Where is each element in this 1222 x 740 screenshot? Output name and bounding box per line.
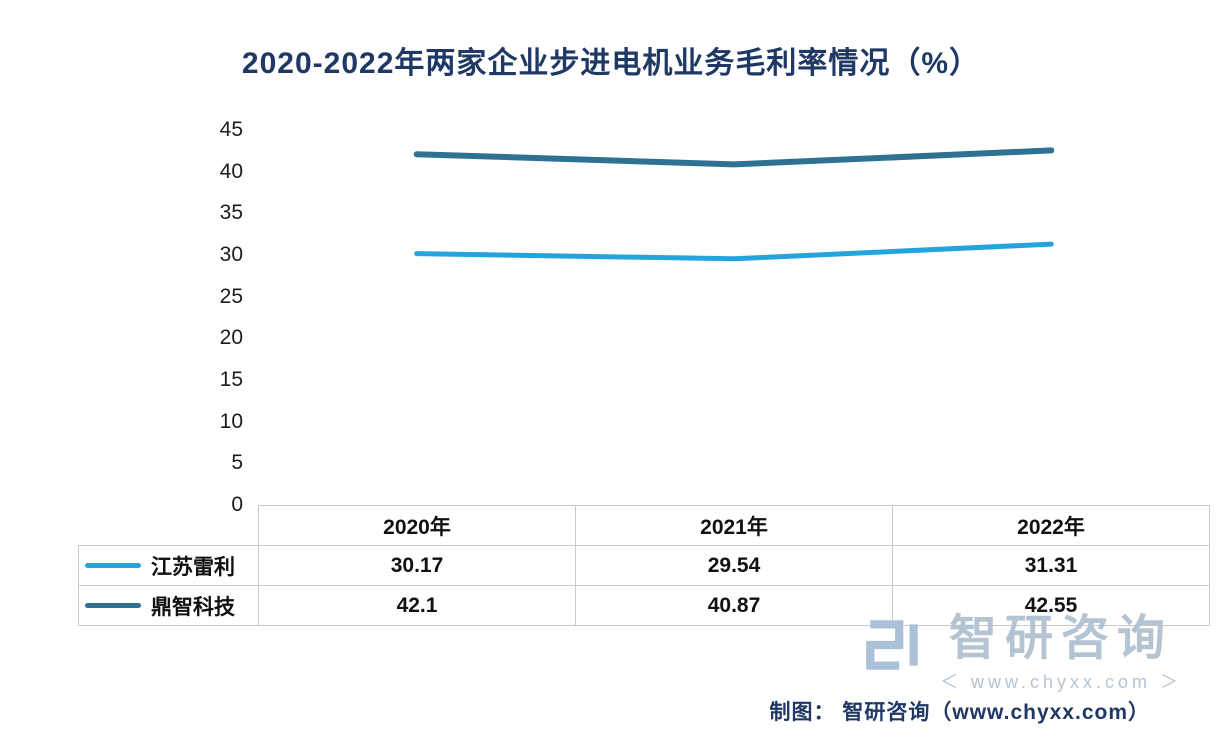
chart-credit: 制图： 智研咨询（www.chyxx.com） (769, 701, 1150, 724)
column-header-2021: 2021年 (575, 505, 893, 546)
chart-title: 2020-2022年两家企业步进电机业务毛利率情况（%） (241, 47, 981, 80)
table-cell: 29.54 (575, 545, 893, 586)
table-row-jiangsu-leili: 江苏雷利 30.17 29.54 31.31 (78, 545, 1210, 586)
column-header-2022: 2022年 (892, 505, 1210, 546)
table-cell: 40.87 (575, 585, 893, 626)
series-2-line-swatch-icon (85, 603, 141, 608)
y-axis-tick-label: 45 (219, 118, 243, 141)
table-cell: 42.55 (892, 585, 1210, 626)
line-chart-plot-area (258, 130, 1210, 505)
series-1-line-swatch-icon (85, 563, 141, 568)
table-cell: 30.17 (258, 545, 576, 586)
y-axis-tick-label: 10 (219, 409, 243, 433)
series-2-label: 鼎智科技 (151, 595, 235, 619)
table-row-dingzhi-keji: 鼎智科技 42.1 40.87 42.55 (78, 585, 1210, 626)
table-cell: 31.31 (892, 545, 1210, 586)
y-axis-tick-label: 20 (219, 326, 243, 350)
table-cell: 42.1 (258, 585, 576, 626)
y-axis-tick-label: 30 (219, 243, 243, 266)
y-axis-tick-label: 5 (231, 451, 243, 475)
column-header-2020: 2020年 (258, 505, 576, 546)
series-1-label: 江苏雷利 (151, 555, 235, 579)
chart-lines (413, 147, 1055, 262)
table-corner-cell (79, 506, 259, 546)
legend-cell-series-1: 江苏雷利 (78, 545, 259, 586)
data-table: 2020年 2021年 2022年 江苏雷利 30.17 29.54 31.31 (78, 505, 1210, 626)
table-header-row: 2020年 2021年 2022年 (79, 505, 1210, 546)
legend-cell-series-2: 鼎智科技 (78, 585, 259, 626)
y-axis-tick-label: 35 (219, 201, 243, 225)
series-line-1 (414, 241, 1054, 262)
y-axis-tick-label: 25 (219, 284, 243, 308)
series-line-2 (413, 147, 1055, 168)
y-axis-tick-label: 15 (219, 368, 243, 391)
y-axis-tick-label: 40 (219, 159, 243, 183)
watermark-url-text: ＜ www.chyxx.com ＞ (940, 672, 1183, 692)
